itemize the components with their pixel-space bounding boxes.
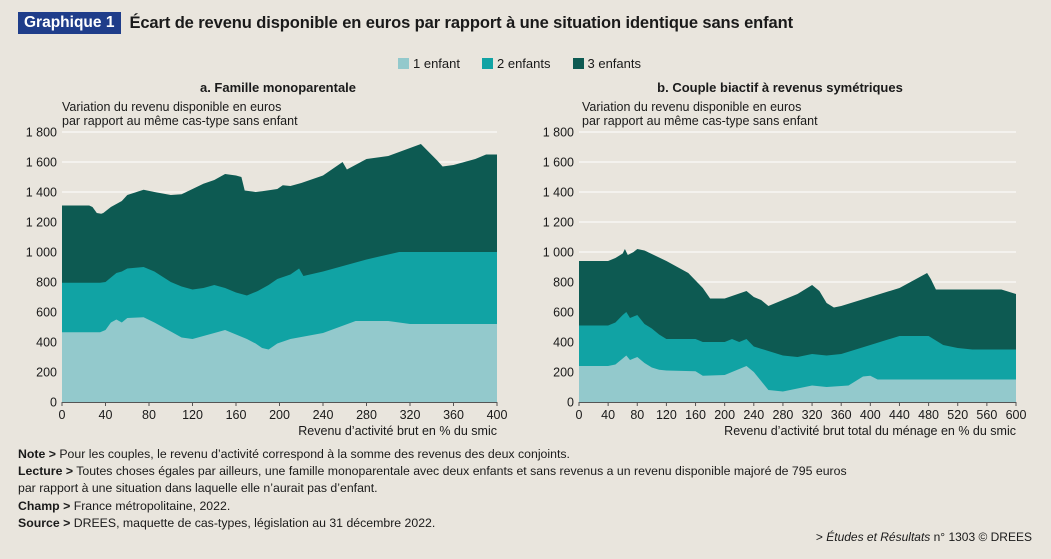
panel-b-x-tick-label: 560 <box>976 408 997 422</box>
publication-reference: > Études et Résultats n° 1303 © DREES <box>816 530 1032 544</box>
panel-b-y-tick-label: 1 400 <box>543 186 574 200</box>
legend-label-1-enfant: 1 enfant <box>413 56 460 71</box>
source-label: Source > <box>18 515 71 530</box>
panel-a-x-tick-label: 240 <box>313 408 334 422</box>
notes-block: Note > Pour les couples, le revenu d’act… <box>18 446 847 532</box>
lecture-text-1: Toutes choses égales par ailleurs, une f… <box>73 464 847 479</box>
panel-b-x-tick-label: 240 <box>743 408 764 422</box>
legend-swatch-3-enfants <box>572 58 584 69</box>
panel-a-x-tick-label: 360 <box>443 408 464 422</box>
panel-b-y-tick-label: 400 <box>553 336 574 350</box>
ref-journal: Études et Résultats <box>826 530 931 544</box>
panel-b-x-tick-label: 160 <box>685 408 706 422</box>
panel-a-y-tick-label: 1 800 <box>26 126 57 140</box>
panel-a-x-tick-label: 40 <box>99 408 113 422</box>
panel-a-y-tick-label: 600 <box>36 306 57 320</box>
champ-line: Champ > France métropolitaine, 2022. <box>18 498 847 515</box>
lecture-label: Lecture > <box>18 464 74 479</box>
panel-b-plot: 0 40 80 120 160 200 240 280 320 360 400 440 480 520 56… <box>543 100 1027 438</box>
panel-b-x-tick-label: 400 <box>860 408 881 422</box>
panel-b-x-tick-label: 40 <box>601 408 615 422</box>
panel-b-x-tick-label: 600 <box>1006 408 1027 422</box>
panel-b-y-tick-label: 1 800 <box>543 126 574 140</box>
panel-a-y-tick-label: 1 200 <box>26 216 57 230</box>
panel-a-y-tick-label: 400 <box>36 336 57 350</box>
panel-b-y-tick-label: 1 200 <box>543 216 574 230</box>
panel-b-x-tick-label: 200 <box>714 408 735 422</box>
note-line: Note > Pour les couples, le revenu d’act… <box>18 446 847 463</box>
source-text: DREES, maquette de cas-types, législatio… <box>70 515 436 530</box>
panel-a-y-tick-label: 200 <box>36 366 57 380</box>
legend: 1 enfant 2 enfants 3 enfants <box>398 56 663 71</box>
champ-text: France métropolitaine, 2022. <box>70 498 231 513</box>
panel-a-y-tick-label: 800 <box>36 276 57 290</box>
panel-b-x-tick-label: 480 <box>918 408 939 422</box>
panel-b-x-tick-label: 520 <box>947 408 968 422</box>
note-label: Note > <box>18 447 56 461</box>
figure-title: Écart de revenu disponible en euros par … <box>129 13 793 32</box>
legend-swatch-1-enfant <box>398 58 409 69</box>
panel-b-area-1 <box>579 355 1016 402</box>
panel-b-x-tick-label: 280 <box>773 408 794 422</box>
panel-b-title: b. Couple biactif à revenus symétriques <box>657 80 903 95</box>
panel-a-x-tick-label: 160 <box>226 408 247 422</box>
panel-a-xlabel: Revenu d’activité brut en % du smic <box>298 424 497 438</box>
note-text: Pour les couples, le revenu d’activité c… <box>55 447 570 461</box>
figure-badge: Graphique 1 <box>18 12 122 34</box>
panel-b-x-tick-label: 0 <box>576 408 583 422</box>
panel-b-y-tick-label: 200 <box>553 366 574 380</box>
panel-a-x-tick-label: 320 <box>400 408 421 422</box>
panel-b-x-tick-label: 440 <box>889 408 910 422</box>
legend-item-3-enfants: 3 enfants <box>572 56 642 71</box>
chart-header: Graphique 1 Écart de revenu disponible e… <box>18 12 793 34</box>
panel-b-y-tick-label: 1 000 <box>543 246 574 260</box>
lecture-line: Lecture > Toutes choses égales par aille… <box>18 463 847 480</box>
source-line: Source > DREES, maquette de cas-types, l… <box>18 515 847 532</box>
panel-a-ylabel-2: par rapport au même cas-type sans enfant <box>62 114 298 128</box>
legend-swatch-2-enfants <box>482 58 493 69</box>
panel-a-x-tick-label: 200 <box>269 408 290 422</box>
panel-b-y-tick-label: 1 600 <box>543 156 574 170</box>
panel-b-x-tick-label: 120 <box>656 408 677 422</box>
panel-a-y-tick-label: 1 400 <box>26 186 57 200</box>
panel-a-ylabel-1: Variation du revenu disponible en euros <box>62 100 281 114</box>
panel-b-ylabel-1: Variation du revenu disponible en euros <box>582 100 801 114</box>
legend-item-1-enfant: 1 enfant <box>398 56 460 71</box>
ref-prefix: > <box>815 530 827 544</box>
panel-b-x-tick-label: 80 <box>630 408 644 422</box>
panel-a-x-tick-label: 120 <box>182 408 203 422</box>
panel-a-y-tick-label: 1 600 <box>26 156 57 170</box>
panel-a-x-tick-label: 400 <box>487 408 508 422</box>
panel-a-x-tick-label: 80 <box>142 408 156 422</box>
legend-item-2-enfants: 2 enfants <box>482 56 551 71</box>
ref-suffix: n° 1303 © DREES <box>930 530 1032 544</box>
panel-b-x-tick-label: 320 <box>802 408 823 422</box>
legend-label-2-enfants: 2 enfants <box>497 56 551 71</box>
panel-b-ylabel-2: par rapport au même cas-type sans enfant <box>582 114 818 128</box>
panel-b-x-tick-label: 360 <box>831 408 852 422</box>
panel-b-y-tick-label: 600 <box>553 306 574 320</box>
panel-a-plot: 0 40 80 120 160 200 240 280 320 360 400 0 200 400 600 8… <box>26 100 508 438</box>
panel-a-x-tick-label: 280 <box>356 408 377 422</box>
legend-label-3-enfants: 3 enfants <box>587 56 642 71</box>
panel-b-y-tick-label: 800 <box>553 276 574 290</box>
panel-a-title: a. Famille monoparentale <box>199 80 357 95</box>
panel-a-area-1 <box>62 317 497 402</box>
panel-b-y-tick-label: 0 <box>567 396 574 410</box>
panel-a-y-tick-label: 0 <box>50 396 57 410</box>
panel-a-x-tick-label: 0 <box>59 408 66 422</box>
panel-b-xlabel: Revenu d’activité brut total du ménage e… <box>724 424 1016 438</box>
lecture-line-2: par rapport à une situation dans laquell… <box>18 481 378 496</box>
panel-a-y-tick-label: 1 000 <box>26 246 57 260</box>
champ-label: Champ > <box>18 498 71 513</box>
